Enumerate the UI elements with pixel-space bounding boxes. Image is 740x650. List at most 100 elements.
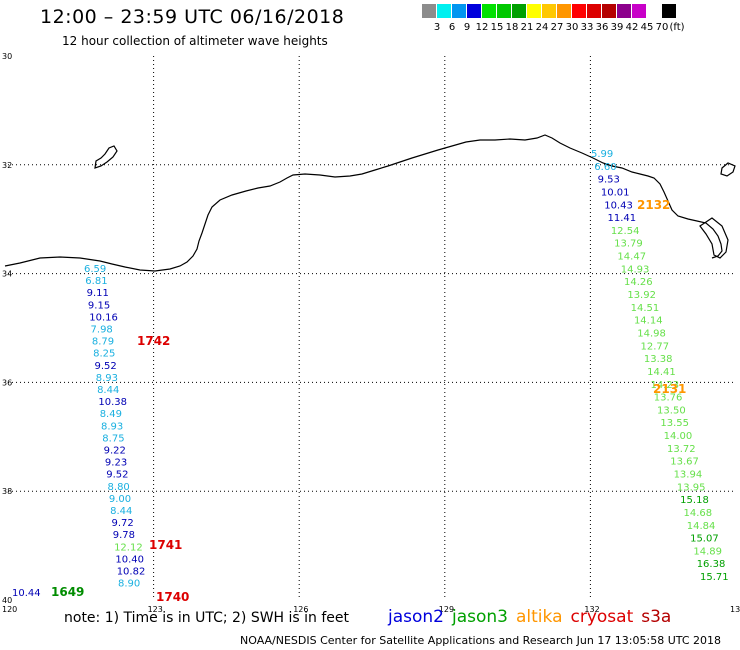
wave-height-value: 13.94	[674, 470, 703, 481]
wave-height-value: 15.18	[680, 495, 709, 506]
color-swatch	[602, 4, 617, 18]
wave-height-value: 13.95	[677, 482, 706, 493]
color-swatch	[542, 4, 557, 18]
color-scale-label: 18	[505, 22, 519, 33]
color-scale-label: 42	[625, 22, 639, 33]
color-scale-label: 30	[565, 22, 579, 33]
wave-height-value: 8.80	[108, 482, 130, 493]
color-scale-label: 3	[433, 22, 441, 33]
pass-time-label: 1740	[156, 590, 189, 604]
color-swatch	[437, 4, 452, 18]
wave-height-value: 7.98	[91, 325, 113, 336]
wave-height-value: 13.50	[657, 405, 686, 416]
wave-height-value: 10.01	[601, 187, 630, 198]
wave-height-value: 8.44	[97, 385, 119, 396]
wave-height-value: 13.76	[654, 393, 683, 404]
color-scale-label: 6	[448, 22, 456, 33]
latitude-label: 40	[2, 596, 12, 605]
map-title: 12:00 – 23:59 UTC 06/16/2018	[40, 6, 345, 28]
pass-time-label: 1742	[137, 334, 170, 348]
wave-height-value: 9.78	[113, 530, 135, 541]
wave-height-value: 14.51	[631, 303, 660, 314]
wave-height-value: 9.52	[106, 470, 128, 481]
pass-time-labels: 1742 1741 1740 1649 2132 2131	[51, 198, 686, 604]
wave-height-value: 11.41	[608, 213, 637, 224]
color-scale-labels: 3 6 9 12 15 18 21 24 27 30 33 36 39 42 45 70 (ft)	[422, 22, 740, 36]
latitude-label: 36	[2, 378, 12, 387]
color-scale-label: 36	[595, 22, 609, 33]
coastline-island	[94, 145, 118, 169]
wave-height-value: 14.14	[634, 316, 663, 327]
latitude-label: 34	[2, 270, 12, 279]
pass-time-label: 1649	[51, 585, 84, 599]
wave-height-value: 13.55	[660, 418, 689, 429]
color-scale-swatches	[422, 4, 740, 18]
wave-height-value: 8.93	[101, 421, 123, 432]
latitude-label: 38	[2, 487, 12, 496]
color-scale-label: (ft)	[669, 22, 685, 33]
wave-height-value: 13.79	[614, 239, 643, 250]
wave-height-value: 8.93	[96, 373, 118, 384]
color-swatch	[467, 4, 482, 18]
wave-height-value: 10.16	[89, 312, 118, 323]
color-swatch	[647, 4, 662, 18]
color-swatch	[632, 4, 647, 18]
color-scale-label: 27	[550, 22, 564, 33]
wave-height-value: 12.54	[611, 226, 640, 237]
wave-height-value: 8.49	[100, 409, 122, 420]
pass-time-label: 1741	[149, 538, 182, 552]
legend-jason3: jason3	[452, 607, 508, 627]
color-swatch	[587, 4, 602, 18]
latitude-label: 32	[2, 161, 12, 170]
longitude-label: 135	[730, 605, 740, 614]
wave-height-value: 9.53	[598, 175, 620, 186]
altimeter-tracks: 6.596.819.119.1510.167.988.798.259.528.9…	[12, 149, 729, 599]
wave-height-value: 15.71	[700, 572, 729, 583]
wave-height-value: 9.15	[88, 300, 110, 311]
color-swatch	[662, 4, 677, 18]
wave-height-value: 13.67	[670, 457, 699, 468]
wave-height-value: 14.23	[650, 380, 679, 391]
color-swatch	[422, 4, 437, 18]
wave-height-value: 12.12	[114, 542, 143, 553]
wave-height-value: 9.72	[111, 518, 133, 529]
color-swatch	[617, 4, 632, 18]
wave-height-value: 10.44	[12, 588, 41, 599]
wave-height-value: 14.93	[621, 264, 650, 275]
color-scale-legend: 3 6 9 12 15 18 21 24 27 30 33 36 39 42 45 70 (ft)	[422, 4, 740, 36]
color-swatch	[452, 4, 467, 18]
wave-height-value: 6.60	[594, 162, 616, 173]
wave-height-value: 8.90	[118, 579, 140, 590]
color-swatch	[557, 4, 572, 18]
color-scale-label: 33	[580, 22, 594, 33]
wave-height-value: 9.52	[94, 361, 116, 372]
wave-height-value: 9.00	[109, 494, 131, 505]
color-scale-label: 39	[610, 22, 624, 33]
wave-height-value: 10.38	[98, 397, 127, 408]
wave-height-value: 13.92	[627, 290, 656, 301]
wave-height-value: 13.38	[644, 354, 673, 365]
color-scale-label: 70	[655, 22, 669, 33]
color-swatch	[512, 4, 527, 18]
wave-height-value: 14.00	[664, 431, 693, 442]
color-scale-label: 9	[463, 22, 471, 33]
wave-height-value: 6.81	[85, 276, 107, 287]
color-scale-label: 21	[520, 22, 534, 33]
wave-height-value: 15.07	[690, 534, 719, 545]
footer-credit: NOAA/NESDIS Center for Satellite Applica…	[240, 634, 722, 647]
wave-height-value: 16.38	[697, 559, 726, 570]
pass-time-label: 2131	[653, 382, 686, 396]
color-swatch	[572, 4, 587, 18]
legend-cryosat: cryosat	[570, 607, 634, 627]
wave-height-value: 10.82	[117, 567, 146, 578]
color-scale-label: 15	[490, 22, 504, 33]
color-scale-label: 45	[640, 22, 654, 33]
wave-height-value: 10.40	[115, 554, 144, 565]
color-swatch	[482, 4, 497, 18]
wave-height-value: 8.79	[92, 337, 114, 348]
wave-height-value: 14.26	[624, 277, 653, 288]
color-scale-label: 24	[535, 22, 549, 33]
color-swatch	[497, 4, 512, 18]
